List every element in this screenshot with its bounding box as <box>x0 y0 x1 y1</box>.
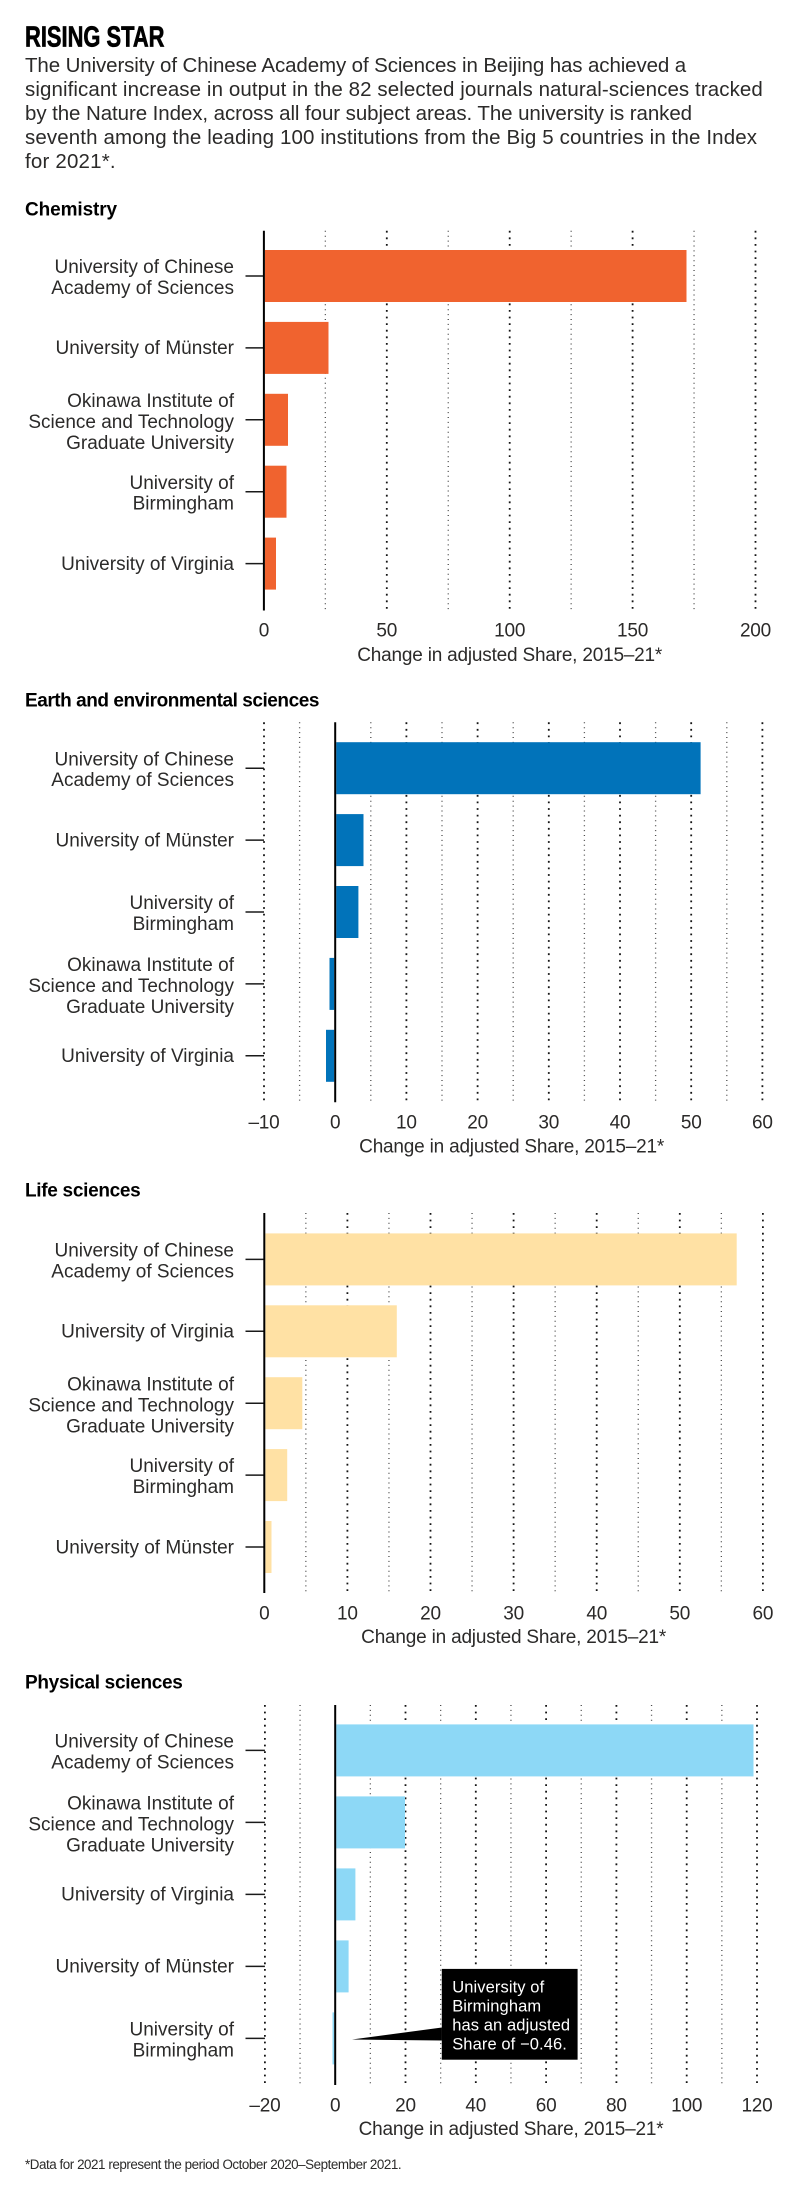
svg-text:Change in adjusted Share, 2015: Change in adjusted Share, 2015–21* <box>361 1627 667 1648</box>
svg-text:80: 80 <box>606 2096 627 2117</box>
svg-text:University of Münster: University of Münster <box>56 830 235 851</box>
svg-text:20: 20 <box>467 1112 488 1133</box>
svg-text:University of Virginia: University of Virginia <box>61 554 234 575</box>
svg-text:Okinawa Institute of: Okinawa Institute of <box>67 1794 235 1815</box>
svg-text:30: 30 <box>503 1603 524 1624</box>
svg-text:40: 40 <box>610 1112 631 1133</box>
svg-text:for 2021*.: for 2021*. <box>25 150 116 173</box>
svg-text:Life sciences: Life sciences <box>25 1181 140 1202</box>
svg-text:60: 60 <box>752 1112 773 1133</box>
svg-text:University of Chinese: University of Chinese <box>54 1732 234 1753</box>
svg-text:Graduate University: Graduate University <box>66 433 234 454</box>
svg-text:seventh among the leading 100: seventh among the leading 100 institutio… <box>25 126 758 149</box>
svg-text:RISING STAR: RISING STAR <box>25 22 165 54</box>
svg-text:10: 10 <box>337 1603 358 1624</box>
svg-text:University of Münster: University of Münster <box>56 1537 235 1558</box>
svg-text:Okinawa Institute of: Okinawa Institute of <box>67 1375 235 1396</box>
svg-text:University of: University of <box>129 1456 234 1477</box>
svg-text:200: 200 <box>740 621 771 642</box>
svg-text:Share of −0.46.: Share of −0.46. <box>452 2035 567 2053</box>
svg-text:20: 20 <box>395 2096 416 2117</box>
svg-text:University of Münster: University of Münster <box>56 1957 235 1978</box>
svg-text:The University of Chinese Acad: The University of Chinese Academy of Sci… <box>25 54 687 77</box>
svg-text:Birmingham: Birmingham <box>133 2040 234 2061</box>
svg-text:University of Virginia: University of Virginia <box>61 1322 234 1343</box>
svg-text:0: 0 <box>259 1603 269 1624</box>
svg-text:University of: University of <box>129 2020 234 2041</box>
svg-text:Birmingham: Birmingham <box>452 1997 541 2015</box>
svg-text:40: 40 <box>465 2096 486 2117</box>
svg-text:*Data for 2021 represent the p: *Data for 2021 represent the period Octo… <box>25 2157 401 2172</box>
svg-text:University of: University of <box>452 1978 544 1996</box>
svg-text:150: 150 <box>617 621 648 642</box>
svg-text:has an adjusted: has an adjusted <box>452 2016 570 2034</box>
svg-text:Science and Technology: Science and Technology <box>28 1395 234 1416</box>
svg-text:Birmingham: Birmingham <box>133 914 234 935</box>
svg-text:Academy of Sciences: Academy of Sciences <box>51 770 234 791</box>
svg-text:Academy of Sciences: Academy of Sciences <box>51 1752 234 1773</box>
svg-text:Birmingham: Birmingham <box>133 494 234 515</box>
svg-text:significant increase in output: significant increase in output in the 82… <box>25 78 763 101</box>
svg-text:Academy of Sciences: Academy of Sciences <box>51 278 234 299</box>
svg-text:Graduate University: Graduate University <box>66 997 234 1018</box>
svg-text:Science and Technology: Science and Technology <box>28 1815 234 1836</box>
svg-text:100: 100 <box>494 621 525 642</box>
svg-text:University of: University of <box>129 473 234 494</box>
svg-text:–10: –10 <box>248 1112 279 1133</box>
svg-text:University of Münster: University of Münster <box>56 338 235 359</box>
svg-text:50: 50 <box>669 1603 690 1624</box>
svg-text:Chemistry: Chemistry <box>25 199 118 220</box>
svg-text:Okinawa Institute of: Okinawa Institute of <box>67 955 235 976</box>
svg-text:University of Virginia: University of Virginia <box>61 1046 234 1067</box>
svg-text:Graduate University: Graduate University <box>66 1416 234 1437</box>
svg-text:–20: –20 <box>249 2096 280 2117</box>
svg-text:Graduate University: Graduate University <box>66 1836 234 1857</box>
svg-text:100: 100 <box>671 2096 702 2117</box>
svg-text:Academy of Sciences: Academy of Sciences <box>51 1261 234 1282</box>
svg-text:University of Virginia: University of Virginia <box>61 1885 234 1906</box>
svg-text:Physical sciences: Physical sciences <box>25 1673 183 1694</box>
svg-text:Birmingham: Birmingham <box>133 1477 234 1498</box>
svg-text:Change in adjusted Share, 2015: Change in adjusted Share, 2015–21* <box>359 1136 665 1157</box>
svg-text:0: 0 <box>259 621 269 642</box>
svg-text:Science and Technology: Science and Technology <box>28 412 234 433</box>
svg-text:University of Chinese: University of Chinese <box>54 1241 234 1262</box>
svg-text:Change in adjusted Share, 2015: Change in adjusted Share, 2015–21* <box>359 2119 665 2140</box>
svg-text:10: 10 <box>396 1112 417 1133</box>
svg-text:0: 0 <box>330 2096 340 2117</box>
svg-text:by the Nature Index, across al: by the Nature Index, across all four sub… <box>25 102 692 125</box>
svg-text:20: 20 <box>420 1603 441 1624</box>
svg-text:60: 60 <box>753 1603 774 1624</box>
svg-text:Science and Technology: Science and Technology <box>28 976 234 997</box>
svg-text:30: 30 <box>538 1112 559 1133</box>
svg-text:50: 50 <box>376 621 397 642</box>
svg-text:50: 50 <box>681 1112 702 1133</box>
svg-text:Earth and environmental scienc: Earth and environmental sciences <box>25 691 319 712</box>
svg-text:University of Chinese: University of Chinese <box>54 749 234 770</box>
svg-text:Okinawa Institute of: Okinawa Institute of <box>67 391 235 412</box>
svg-text:0: 0 <box>330 1112 340 1133</box>
svg-text:40: 40 <box>586 1603 607 1624</box>
svg-text:120: 120 <box>741 2096 772 2117</box>
svg-text:University of: University of <box>129 893 234 914</box>
svg-text:Change in adjusted Share, 2015: Change in adjusted Share, 2015–21* <box>357 645 663 666</box>
svg-text:University of Chinese: University of Chinese <box>54 257 234 278</box>
svg-text:60: 60 <box>536 2096 557 2117</box>
